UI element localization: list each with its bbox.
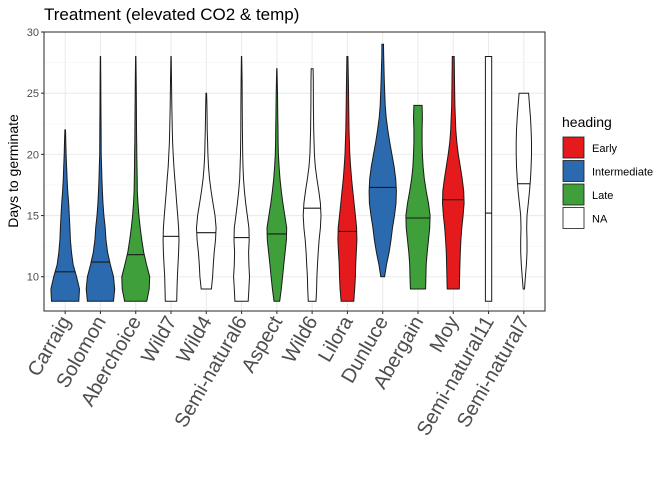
violin-semi-natural7	[515, 92, 532, 290]
legend-title: heading	[562, 114, 612, 130]
violin-wild6	[302, 68, 322, 302]
legend-label-early: Early	[592, 143, 618, 155]
violin-aberchoice	[121, 56, 151, 302]
violin-wild7	[162, 56, 180, 302]
legend-label-late: Late	[592, 190, 613, 202]
x-axis: CarraigSolomonAberchoiceWild7Wild4Semi-n…	[24, 311, 534, 440]
y-tick-label: 15	[27, 211, 39, 223]
legend-label-intermediate: Intermediate	[592, 167, 653, 179]
legend-key-early	[562, 136, 585, 159]
violins	[50, 43, 532, 302]
violin-aspect	[266, 68, 288, 302]
y-axis: 10 15 20 25 30	[27, 27, 44, 284]
legend-items: Early Intermediate Late NA	[562, 136, 653, 229]
violin-carraig	[50, 129, 81, 302]
legend-key-na	[562, 207, 585, 229]
panel-background	[44, 32, 545, 311]
y-tick-label: 10	[27, 272, 39, 284]
x-tick-label: Wild6	[278, 313, 322, 367]
legend-label-na: NA	[592, 214, 608, 226]
legend-key-intermediate	[562, 160, 585, 182]
violin-moy	[441, 56, 465, 290]
legend: heading Early Intermediate Late NA	[562, 114, 653, 229]
y-tick-label: 20	[27, 149, 39, 161]
y-tick-label: 25	[27, 88, 39, 100]
violin-solomon	[85, 56, 116, 302]
legend-key-late	[562, 183, 585, 206]
violin-abergain	[405, 104, 431, 290]
plot-panel	[43, 31, 546, 312]
x-tick-label: Wild7	[137, 313, 181, 367]
violin-dunluce	[368, 43, 397, 278]
violin-semi-natural6	[233, 56, 251, 302]
violin-semi-natural11	[484, 56, 493, 302]
y-tick-label: 30	[27, 27, 39, 39]
violin-wild4	[195, 92, 217, 290]
y-axis-title: Days to germinate	[5, 114, 21, 228]
chart-title: Treatment (elevated CO2 & temp)	[44, 5, 299, 24]
panel-border	[43, 31, 546, 312]
